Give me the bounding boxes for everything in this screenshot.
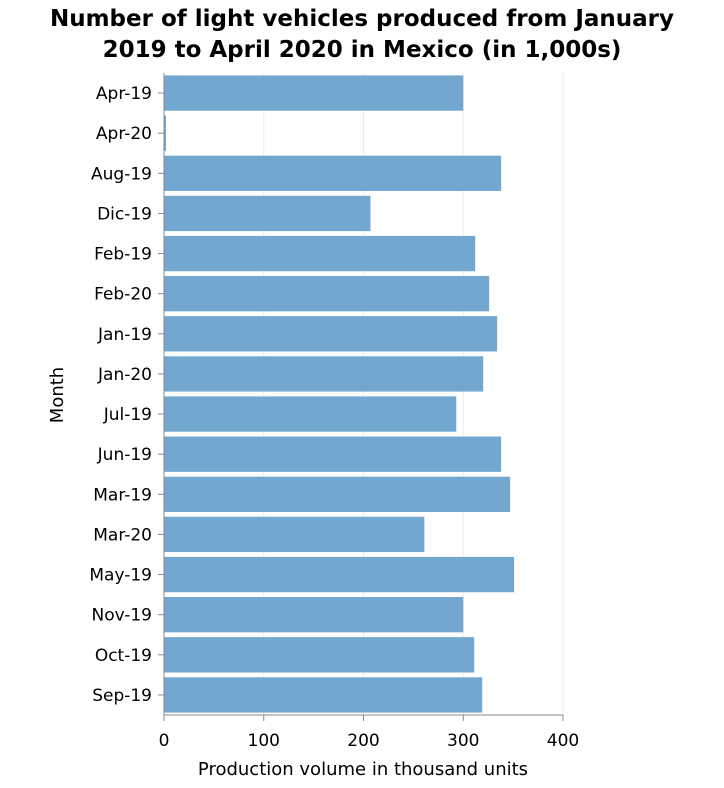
y-tick-label: Jan-19 <box>97 325 152 345</box>
bar-sep-19 <box>164 677 483 713</box>
chart-title-line-2: 2019 to April 2020 in Mexico (in 1,000s) <box>102 37 622 63</box>
y-tick-label: Mar-20 <box>93 525 152 545</box>
bar-mar-19 <box>164 476 511 512</box>
y-tick-label: Feb-20 <box>94 285 152 305</box>
bar-feb-20 <box>164 276 490 312</box>
bar-may-19 <box>164 556 515 593</box>
x-tick-label: 100 <box>248 731 280 751</box>
y-tick-label: Oct-19 <box>95 646 152 666</box>
y-tick-label: Mar-19 <box>93 485 152 505</box>
chart-title: Number of light vehicles produced from J… <box>0 4 724 66</box>
bar-oct-19 <box>164 637 475 673</box>
y-tick-label: Nov-19 <box>92 606 153 626</box>
y-tick-label: Jun-19 <box>97 445 152 465</box>
x-tick-label: 0 <box>159 731 170 751</box>
chart-title-line-1: Number of light vehicles produced from J… <box>49 6 675 32</box>
bar-mar-20 <box>164 516 425 553</box>
bar-jun-19 <box>164 436 502 472</box>
x-tick-label: 300 <box>447 731 479 751</box>
y-axis-label: Month <box>47 367 68 423</box>
y-tick-label: Jan-20 <box>97 365 152 385</box>
axes: Apr-19 Apr-20 Aug-19 Dic-19 Feb-19 Feb-20 Jan-… <box>89 73 579 751</box>
bar-apr-20 <box>164 115 166 151</box>
x-tick-label: 200 <box>347 731 379 751</box>
bars <box>164 75 515 713</box>
y-tick-label: Apr-20 <box>96 124 152 144</box>
bar-dic-19 <box>164 195 371 232</box>
y-tick-label: Aug-19 <box>91 164 152 184</box>
bar-jan-20 <box>164 356 484 392</box>
y-tick-label: Jul-19 <box>103 405 152 425</box>
bar-jan-19 <box>164 316 498 352</box>
bar-aug-19 <box>164 155 502 191</box>
bar-nov-19 <box>164 597 464 633</box>
y-tick-label: Sep-19 <box>92 686 152 706</box>
x-tick-label: 400 <box>547 731 579 751</box>
y-tick-label: Apr-19 <box>96 84 152 104</box>
bar-feb-19 <box>164 235 476 272</box>
y-tick-label: Dic-19 <box>97 204 152 224</box>
x-axis-label: Production volume in thousand units <box>198 759 528 780</box>
bar-jul-19 <box>164 396 457 432</box>
bar-apr-19 <box>164 75 464 111</box>
y-tick-label: Feb-19 <box>94 245 152 265</box>
y-tick-label: May-19 <box>89 566 152 586</box>
